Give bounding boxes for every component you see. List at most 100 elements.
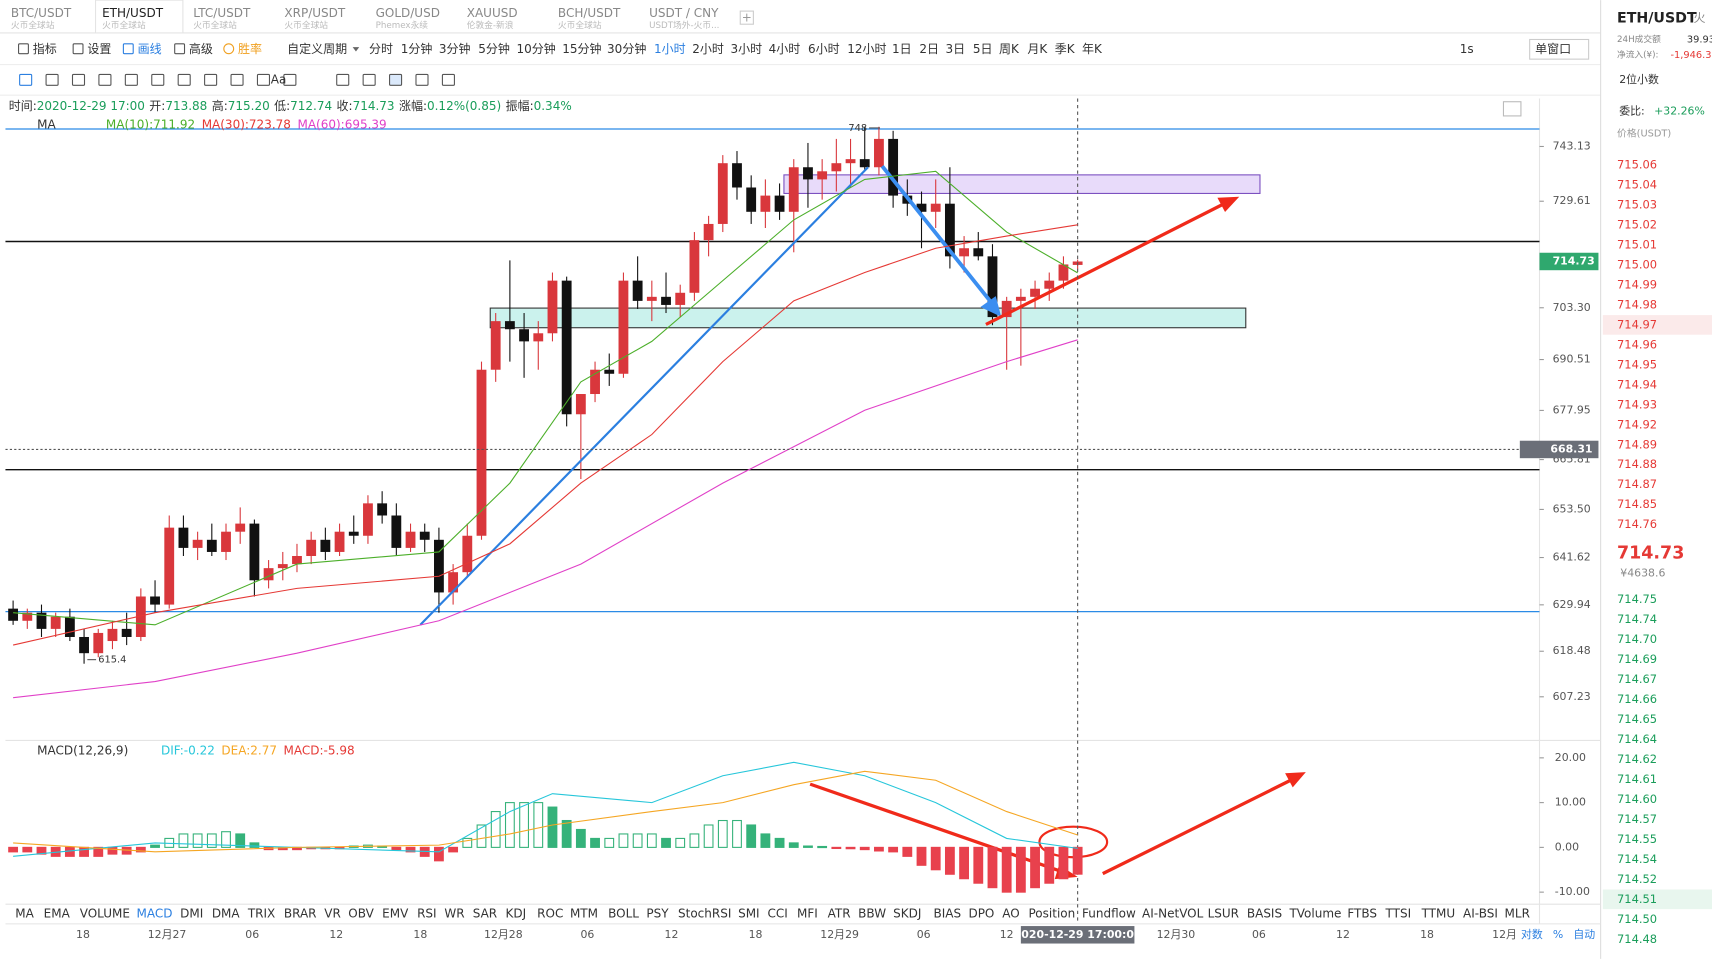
indicator-button[interactable]: PSY — [646, 907, 669, 921]
window-select[interactable] — [1529, 38, 1590, 60]
tab-symbol[interactable]: ETH/USDT — [102, 6, 164, 20]
indicator-button[interactable]: ATR — [828, 907, 851, 921]
tab-symbol[interactable]: XRP/USDT — [284, 6, 345, 20]
indicator-button[interactable]: EMA — [44, 907, 71, 921]
indicator-button[interactable]: EMV — [382, 907, 409, 921]
tab-exchange[interactable]: 火币全球站 — [11, 19, 55, 31]
draw-tool[interactable] — [19, 73, 33, 86]
indicator-button[interactable]: MFI — [797, 907, 818, 921]
tool-button[interactable]: 高级 — [189, 41, 213, 56]
axis-option[interactable]: 对数 — [1521, 927, 1543, 941]
indicator-button[interactable]: AI-BSI — [1463, 907, 1498, 921]
refresh-interval[interactable]: 1s — [1460, 42, 1474, 56]
indicator-button[interactable]: SMI — [738, 907, 760, 921]
indicator-button[interactable]: VR — [324, 907, 341, 921]
draw-tool[interactable] — [256, 73, 271, 86]
indicator-button[interactable]: MTM — [570, 907, 598, 921]
period-button[interactable]: 1小时 — [654, 42, 686, 56]
tab-exchange[interactable]: USDT场外-火币... — [649, 19, 719, 31]
indicator-button[interactable]: OBV — [348, 907, 374, 921]
tab-exchange[interactable]: Phemex永续 — [376, 19, 429, 31]
tab-symbol[interactable]: USDT / CNY — [649, 6, 719, 20]
period-button[interactable]: 5日 — [973, 42, 993, 56]
draw-tool[interactable] — [177, 73, 191, 86]
draw-tool[interactable] — [336, 73, 350, 86]
decimals-select[interactable]: 2位小数 — [1619, 72, 1659, 86]
period-button[interactable]: 3小时 — [730, 42, 762, 56]
period-button[interactable]: 年K — [1082, 42, 1103, 56]
tab-symbol[interactable]: XAUUSD — [467, 6, 518, 20]
indicator-button[interactable]: BASIS — [1247, 907, 1282, 921]
tab-exchange[interactable]: 火币全球站 — [102, 19, 146, 31]
tool-icon[interactable] — [72, 43, 84, 55]
draw-tool[interactable] — [230, 73, 244, 86]
period-button[interactable]: 自定义周期 — [287, 41, 347, 56]
draw-tool[interactable] — [389, 73, 403, 86]
indicator-button[interactable]: TVolume — [1288, 907, 1341, 921]
indicator-button[interactable]: RSI — [417, 907, 437, 921]
fullscreen-button[interactable] — [1502, 101, 1522, 117]
period-button[interactable]: 6小时 — [808, 42, 840, 56]
period-button[interactable]: 1分钟 — [401, 41, 433, 56]
indicator-button[interactable]: KDJ — [506, 907, 527, 921]
indicator-button[interactable]: DPO — [968, 907, 994, 921]
period-button[interactable]: 30分钟 — [607, 41, 646, 56]
draw-tool[interactable] — [204, 73, 218, 86]
window-mode[interactable]: 单窗口 — [1535, 42, 1571, 56]
period-button[interactable]: 3日 — [946, 42, 966, 56]
tab-exchange[interactable]: 伦敦金-新浪 — [467, 19, 514, 31]
tab-symbol[interactable]: BTC/USDT — [11, 6, 72, 20]
tool-button[interactable]: 胜率 — [238, 41, 262, 56]
indicator-button[interactable]: FTBS — [1347, 907, 1377, 921]
indicator-button[interactable]: MLR — [1505, 907, 1530, 921]
indicator-button[interactable]: TRIX — [247, 907, 275, 921]
indicator-button[interactable]: VOLUME — [80, 907, 130, 921]
indicator-button[interactable]: CCI — [768, 907, 788, 921]
tab-exchange[interactable]: 火币全球站 — [284, 19, 328, 31]
period-button[interactable]: 2小时 — [692, 42, 724, 56]
period-button[interactable]: 周K — [999, 42, 1020, 56]
tab-symbol[interactable]: GOLD/USD — [376, 6, 440, 20]
indicator-button[interactable]: Position — [1029, 907, 1076, 921]
tool-icon[interactable] — [223, 43, 235, 55]
tool-icon[interactable] — [122, 43, 134, 55]
axis-option[interactable]: 自动 — [1573, 928, 1595, 941]
draw-tool[interactable] — [362, 73, 376, 86]
indicator-button[interactable]: TTSI — [1385, 907, 1412, 921]
draw-tool[interactable] — [98, 73, 112, 86]
add-tab-button[interactable] — [739, 10, 754, 25]
indicator-button[interactable]: BIAS — [934, 907, 962, 921]
indicator-button[interactable]: DMI — [180, 907, 203, 921]
tab-exchange[interactable]: 火币全球站 — [193, 19, 237, 31]
tab-exchange[interactable]: 火币全球站 — [558, 19, 602, 31]
indicator-button[interactable]: LSUR — [1208, 907, 1239, 921]
tool-button[interactable]: 画线 — [138, 42, 162, 56]
indicator-button[interactable]: ROC — [537, 907, 563, 921]
period-button[interactable]: 3分钟 — [439, 41, 471, 56]
tab-symbol[interactable]: LTC/USDT — [193, 6, 251, 20]
indicator-button[interactable]: BRAR — [284, 907, 317, 921]
draw-tool[interactable] — [151, 73, 165, 86]
draw-tool[interactable] — [71, 73, 86, 86]
indicator-button[interactable]: SAR — [473, 907, 497, 921]
axis-option[interactable]: % — [1553, 928, 1563, 941]
tool-button[interactable]: 指标 — [33, 41, 57, 56]
indicator-button[interactable]: AO — [1002, 907, 1019, 921]
draw-tool[interactable] — [415, 73, 429, 86]
period-button[interactable]: 月K — [1027, 42, 1048, 56]
tool-icon[interactable] — [18, 43, 29, 55]
period-button[interactable]: 15分钟 — [562, 41, 601, 56]
draw-tool[interactable] — [283, 73, 297, 86]
tab-symbol[interactable]: BCH/USDT — [558, 6, 621, 20]
indicator-button[interactable]: StochRSI — [678, 907, 731, 921]
period-button[interactable]: 10分钟 — [516, 41, 555, 56]
text-tool[interactable]: Aa — [271, 72, 287, 86]
period-button[interactable]: 5分钟 — [478, 41, 510, 56]
draw-tool[interactable] — [124, 73, 138, 86]
period-button[interactable]: 分时 — [369, 42, 393, 56]
period-button[interactable]: 4小时 — [769, 42, 801, 56]
indicator-button[interactable]: WR — [444, 907, 464, 921]
indicator-button[interactable]: MACD — [136, 907, 172, 921]
draw-tool[interactable] — [441, 73, 455, 86]
indicator-button[interactable]: BOLL — [608, 907, 639, 921]
